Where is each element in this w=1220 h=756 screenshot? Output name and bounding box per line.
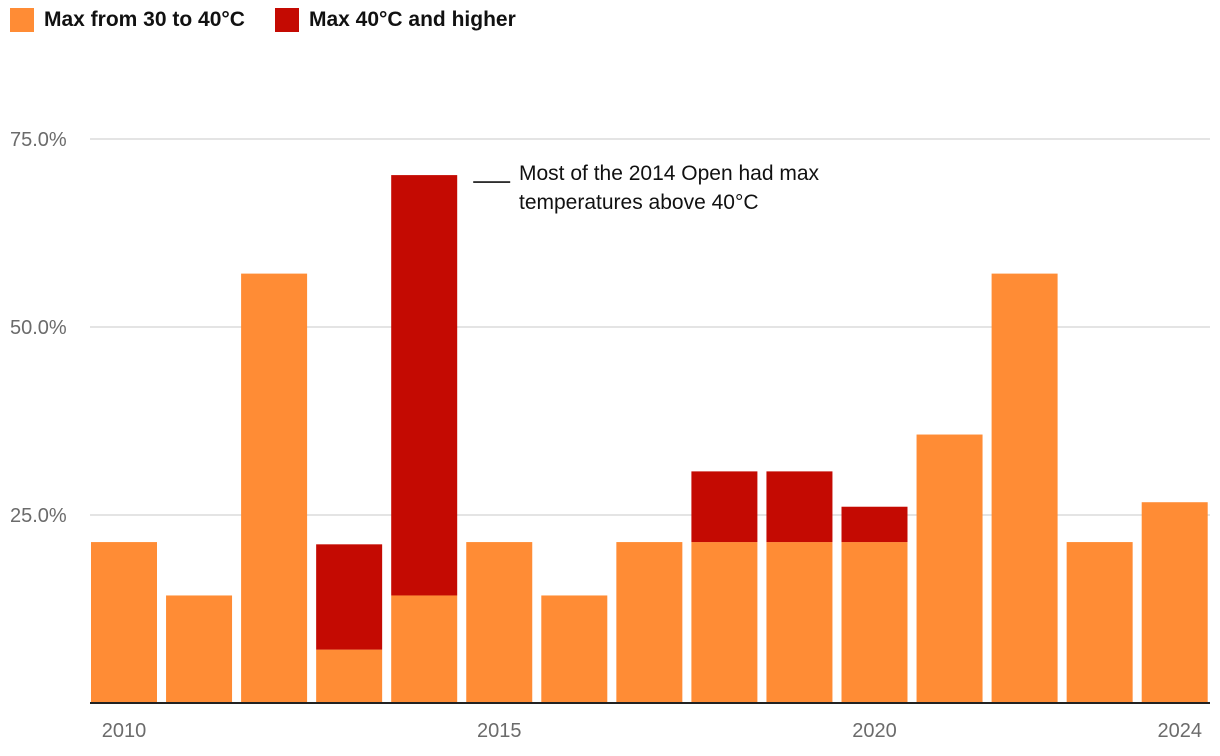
bar-2021-series-0[interactable] bbox=[916, 434, 983, 703]
bar-2012-series-0[interactable] bbox=[241, 273, 308, 703]
bar-2017-series-0[interactable] bbox=[616, 542, 683, 703]
bar-2018-series-1[interactable] bbox=[691, 471, 758, 543]
annotation: Most of the 2014 Open had max temperatur… bbox=[473, 162, 820, 214]
bar-2018-series-0[interactable] bbox=[691, 542, 758, 703]
bar-2011-series-0[interactable] bbox=[166, 595, 233, 703]
bar-2019-series-0[interactable] bbox=[766, 542, 833, 703]
bar-2022-series-0[interactable] bbox=[991, 273, 1058, 703]
legend: Max from 30 to 40°C Max 40°C and higher bbox=[10, 8, 516, 32]
x-tick-label-2010: 2010 bbox=[102, 720, 147, 742]
bar-2013-series-1[interactable] bbox=[316, 544, 383, 650]
bar-2024-series-0[interactable] bbox=[1141, 502, 1208, 703]
bar-2013-series-0[interactable] bbox=[316, 649, 383, 703]
y-tick-label-25: 25.0% bbox=[10, 505, 67, 527]
x-tick-label-2015: 2015 bbox=[477, 720, 522, 742]
legend-swatch-30-to-40 bbox=[10, 8, 34, 32]
annotation-text-line-2: temperatures above 40°C bbox=[519, 191, 759, 214]
bar-2015-series-0[interactable] bbox=[466, 542, 533, 703]
legend-item-40-plus[interactable]: Max 40°C and higher bbox=[274, 8, 516, 32]
legend-label-40-plus: Max 40°C and higher bbox=[308, 8, 516, 31]
y-tick-label-75: 75.0% bbox=[10, 129, 67, 151]
y-tick-label-50: 50.0% bbox=[10, 317, 67, 339]
tick-labels: 25.0% 50.0% 75.0% 2010 2015 2020 2024 bbox=[10, 129, 1202, 742]
annotation-text-line-1: Most of the 2014 Open had max bbox=[519, 162, 820, 185]
bar-2020-series-0[interactable] bbox=[841, 542, 908, 703]
bars bbox=[91, 175, 1208, 703]
bar-2014-series-1[interactable] bbox=[391, 175, 458, 596]
legend-label-30-to-40: Max from 30 to 40°C bbox=[44, 8, 245, 31]
legend-item-30-to-40[interactable]: Max from 30 to 40°C bbox=[10, 8, 245, 32]
legend-swatch-40-plus bbox=[274, 8, 299, 32]
bar-2014-series-0[interactable] bbox=[391, 595, 458, 703]
bar-2010-series-0[interactable] bbox=[91, 542, 157, 703]
bar-2023-series-0[interactable] bbox=[1066, 542, 1133, 703]
x-tick-label-2020: 2020 bbox=[852, 720, 897, 742]
bar-2020-series-1[interactable] bbox=[841, 506, 908, 543]
bar-2019-series-1[interactable] bbox=[766, 471, 833, 543]
bar-2016-series-0[interactable] bbox=[541, 595, 608, 703]
x-tick-label-2024: 2024 bbox=[1158, 720, 1203, 742]
